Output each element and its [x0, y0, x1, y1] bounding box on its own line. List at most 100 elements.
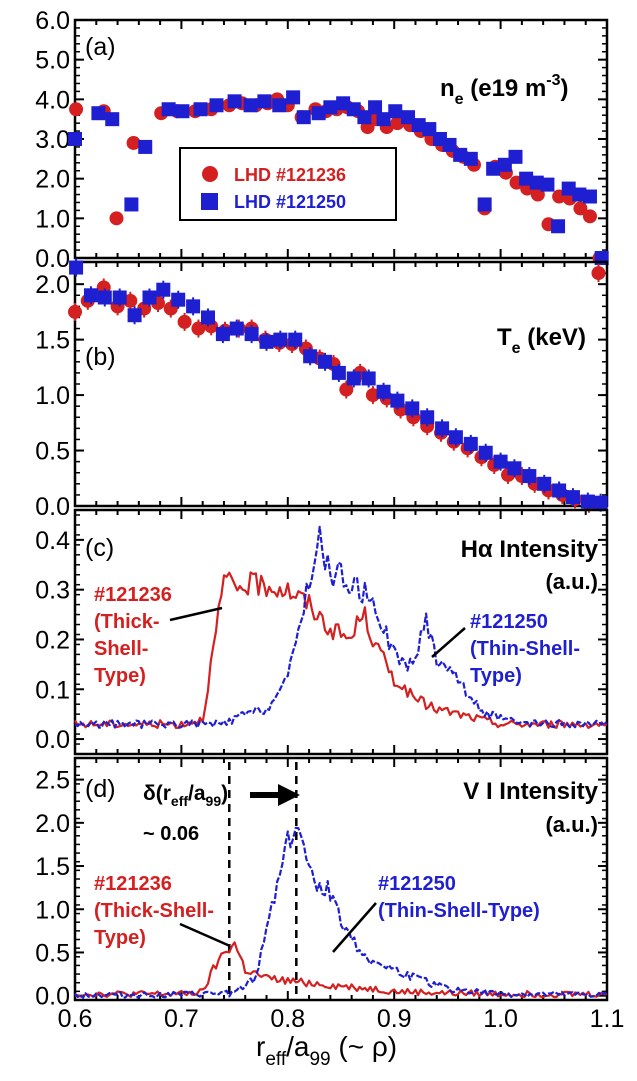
- panel-a-tag: (a): [85, 33, 116, 61]
- data-point-121250: [493, 454, 508, 469]
- data-point-121250: [127, 308, 142, 323]
- data-point-121250: [243, 98, 258, 113]
- data-point-121250: [273, 332, 288, 347]
- data-point-121250: [565, 490, 580, 505]
- data-point-121250: [537, 476, 552, 491]
- data-point-121236: [365, 388, 380, 403]
- panel-c-tag: (c): [85, 534, 114, 562]
- panel-b-ylabel-rest: (keV): [521, 324, 586, 351]
- data-point-121250: [91, 106, 106, 121]
- annotation-c-121236-line3: Shell-: [94, 638, 148, 660]
- data-point-121250: [561, 181, 576, 196]
- y-tick-label: 5.0: [35, 47, 70, 75]
- panel-a-ylabel-sub: e: [455, 91, 464, 108]
- data-point-121250: [357, 110, 372, 125]
- panel-frame: [73, 508, 609, 756]
- data-point-121236: [339, 382, 354, 397]
- annotation-d-121250: #121250 (Thin-Shell-Type): [378, 873, 540, 922]
- panel-d-ylabel: V I Intensity: [463, 778, 598, 805]
- panel-c-ylabel: Hα Intensity: [461, 536, 599, 563]
- data-point-121250: [376, 384, 391, 399]
- x-axis-label-sub2: 99: [309, 1049, 330, 1070]
- y-tick-label: 3.0: [35, 126, 70, 154]
- data-point-121236: [68, 304, 82, 319]
- legend-label-121236: LHD #121236: [234, 165, 346, 185]
- data-point-121250: [227, 94, 242, 109]
- panel-frame: [73, 18, 609, 260]
- data-point-121250: [296, 110, 311, 125]
- panel-3: 0.0 0.1 0.2 0.3 0.4: [35, 508, 609, 756]
- panel-a-ylabel-rest: (e19 m: [464, 75, 547, 102]
- panel-2: 0.0 0.5 1.0 1.5 2.0: [35, 258, 609, 521]
- annotation-d-121250-line1: #121250: [378, 873, 456, 895]
- data-point-121250: [259, 334, 274, 349]
- panel-c-ylabel-units: (a.u.): [545, 569, 598, 594]
- series-line-121250: [74, 826, 608, 999]
- data-point-121250: [582, 189, 597, 204]
- data-point-121236: [191, 321, 206, 336]
- data-point-121250: [551, 219, 566, 234]
- data-point-121250: [519, 171, 534, 186]
- data-point-121250: [448, 430, 463, 445]
- x-axis-label-sub1: eff: [265, 1049, 287, 1070]
- y-tick-label: 1.0: [35, 205, 70, 233]
- delta-label: δ(reff/a99): [143, 782, 228, 809]
- data-point-121236: [109, 211, 124, 226]
- data-point-121250: [215, 327, 230, 342]
- data-point-121250: [83, 288, 98, 303]
- legend-marker-121250: [201, 193, 218, 210]
- x-axis-label-r: r: [256, 1031, 265, 1062]
- panel-b-ylabel-main: T: [497, 324, 512, 351]
- data-point-121250: [201, 310, 215, 325]
- x-axis-label-mid: /a: [286, 1031, 310, 1062]
- data-point-121250: [540, 177, 555, 192]
- data-point-121250: [368, 100, 383, 115]
- y-tick-label: 0.0: [35, 726, 70, 754]
- y-tick-label: 0.1: [35, 676, 70, 704]
- data-point-121250: [442, 137, 457, 152]
- data-point-121250: [390, 393, 405, 408]
- series-line-121236: [74, 941, 608, 999]
- data-point-121250: [69, 260, 84, 275]
- annotation-c-121236-line4: Type): [94, 665, 146, 687]
- y-tick-label: 0.3: [35, 577, 70, 605]
- legend-label-121250: LHD #121250: [234, 192, 346, 212]
- panel-4: 0.0 0.5 1.0 1.5 2.0 2.5 0.6 0.7 0.8 0.9 1.0 1.1: [35, 756, 624, 1033]
- data-point-121250: [453, 147, 468, 162]
- panel-b-ylabel: Te (keV): [497, 324, 586, 357]
- panel-d-tag: (d): [85, 775, 116, 803]
- data-point-121236: [123, 293, 138, 308]
- data-point-121250: [156, 282, 171, 297]
- data-point-121250: [463, 151, 478, 166]
- data-point-121250: [411, 118, 426, 133]
- data-point-121250: [303, 349, 318, 364]
- data-point-121250: [477, 197, 492, 212]
- data-point-121250: [572, 187, 587, 202]
- data-point-121250: [435, 421, 450, 436]
- delta-arrow-head: [278, 784, 300, 806]
- data-point-121250: [478, 445, 493, 460]
- y-tick-label: 2.0: [35, 271, 70, 299]
- y-tick-label: 2.0: [35, 810, 70, 838]
- x-tick-label: 0.7: [164, 1005, 199, 1033]
- y-tick-label: 1.5: [35, 853, 70, 881]
- data-point-121250: [161, 102, 176, 117]
- annotation-d-121236-line1: #121236: [94, 873, 172, 895]
- data-point-121250: [311, 106, 326, 121]
- panel-b-tag: (b): [85, 343, 116, 371]
- x-tick-label: 0.6: [58, 1005, 93, 1033]
- y-tick-label: 2.5: [35, 767, 70, 795]
- data-point-121250: [336, 96, 351, 111]
- data-point-121250: [346, 371, 361, 386]
- annotation-c-121250-line1: #121250: [470, 611, 548, 633]
- annotation-c-121236-pointer: [169, 606, 223, 622]
- series-line-121250: [74, 525, 608, 730]
- data-point-121250: [388, 104, 403, 119]
- data-point-121236: [126, 135, 141, 150]
- data-point-121250: [331, 365, 346, 380]
- delta-label-sub1: eff: [171, 793, 188, 809]
- legend-marker-121236: [202, 166, 218, 182]
- y-tick-label: 0.2: [35, 626, 70, 654]
- data-point-121250: [508, 149, 523, 164]
- x-tick-label: 0.8: [270, 1005, 305, 1033]
